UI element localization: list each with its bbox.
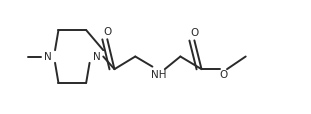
Text: NH: NH <box>151 69 166 79</box>
Text: O: O <box>103 27 111 37</box>
Text: N: N <box>44 52 52 62</box>
Text: N: N <box>93 52 100 62</box>
Text: O: O <box>219 69 227 79</box>
Text: O: O <box>190 28 198 37</box>
